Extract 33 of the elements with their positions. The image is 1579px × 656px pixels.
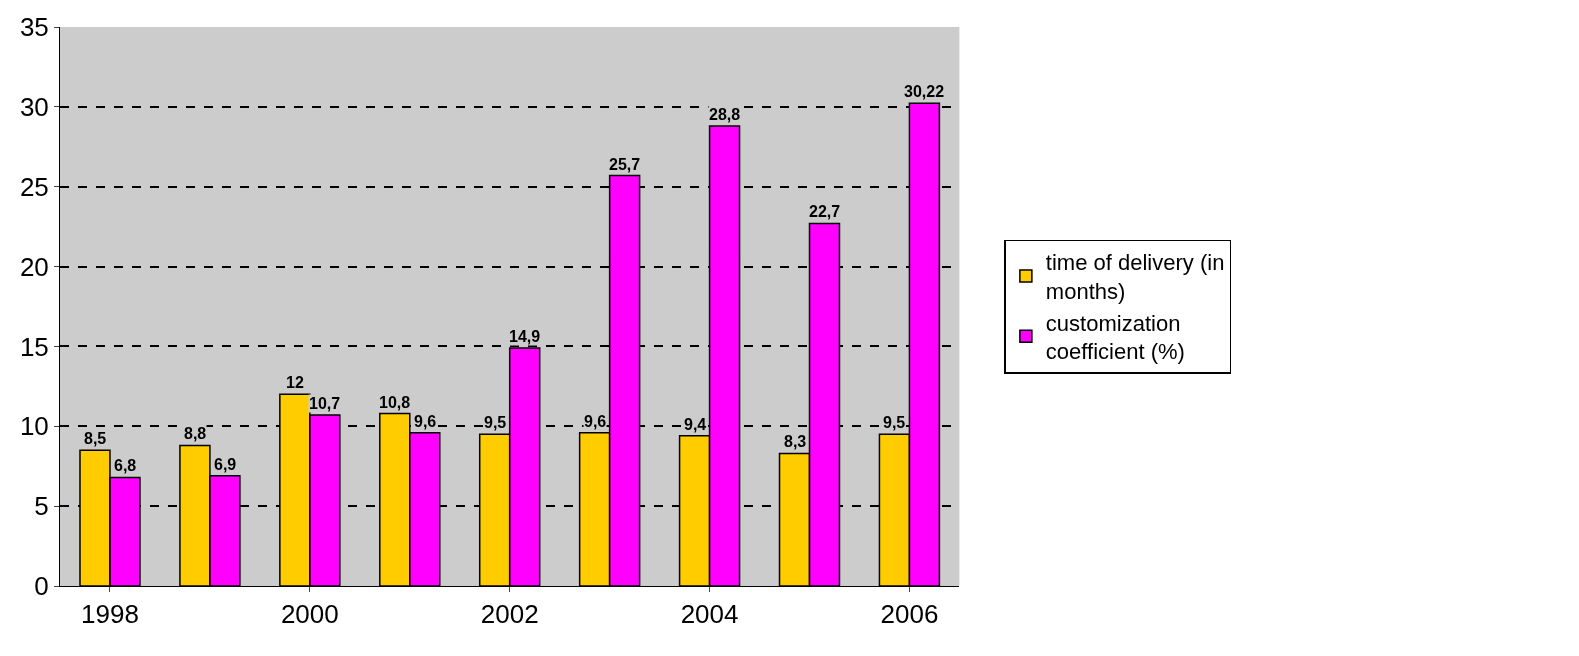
x-tick-label: 2004	[680, 599, 739, 630]
data-label: 22,7	[809, 203, 841, 220]
data-label: 9,6	[414, 413, 437, 430]
x-tick-label: 2002	[480, 599, 539, 630]
y-tick-label: 5	[34, 491, 49, 522]
data-label: 9,5	[484, 414, 507, 431]
data-label: 9,4	[684, 416, 707, 433]
y-tick-label: 35	[19, 12, 49, 43]
data-label: 28,8	[709, 106, 741, 123]
x-tick-label: 2006	[880, 599, 939, 630]
y-tick-label: 0	[34, 571, 49, 602]
data-label: 6,8	[114, 457, 137, 474]
data-label: 9,5	[883, 414, 906, 431]
data-label: 25,7	[609, 156, 641, 173]
y-tick-label: 25	[19, 171, 49, 202]
data-label: 30,22	[904, 83, 945, 100]
data-label: 8,5	[84, 430, 107, 447]
legend-label: customization coefficient (%)	[1045, 310, 1185, 365]
x-tick-label: 2000	[280, 599, 339, 630]
y-tick-label: 20	[19, 251, 49, 282]
data-label: 12	[286, 374, 304, 391]
y-tick-label: 30	[19, 91, 49, 122]
data-label: 10,8	[379, 394, 411, 411]
data-label: 8,8	[184, 425, 207, 442]
data-label: 10,7	[309, 395, 341, 412]
data-label: 9,6	[584, 413, 607, 430]
data-label: 6,9	[214, 456, 237, 473]
legend-label: time of delivery (in months)	[1045, 250, 1225, 304]
y-tick-label: 10	[19, 411, 49, 442]
data-label: 14,9	[509, 328, 541, 345]
x-tick-label: 1998	[81, 599, 139, 630]
data-label: 8,3	[784, 433, 807, 450]
y-tick-label: 15	[19, 331, 49, 362]
